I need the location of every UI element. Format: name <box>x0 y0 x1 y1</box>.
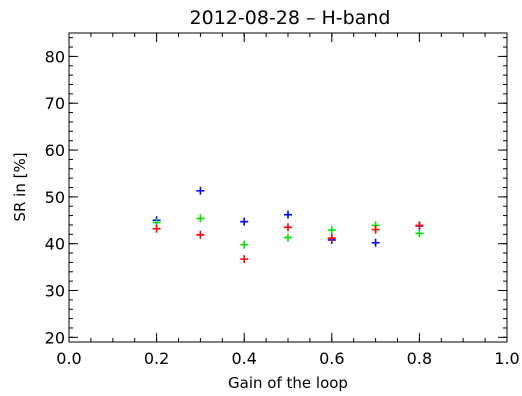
data-point <box>284 223 292 232</box>
data-point <box>371 238 380 247</box>
data-point <box>240 255 249 264</box>
chart-title: 2012-08-28 – H-band <box>190 7 391 29</box>
data-point <box>196 186 205 195</box>
x-axis-label: Gain of the loop <box>228 374 348 392</box>
x-tick-label: 0.4 <box>231 349 256 368</box>
data-point <box>240 217 249 226</box>
data-point <box>327 226 336 235</box>
data-point <box>196 214 205 223</box>
x-axis: 0.0 0.2 0.4 0.6 0.8 1.0 <box>56 33 520 368</box>
plot-frame <box>68 32 508 343</box>
data-point <box>284 210 292 219</box>
y-tick-label: 30 <box>45 282 65 301</box>
x-tick-label: 0.2 <box>144 349 169 368</box>
y-tick-label: 20 <box>45 328 65 347</box>
data-point <box>327 234 336 243</box>
data-point <box>415 221 424 230</box>
y-tick-label: 50 <box>45 188 65 207</box>
x-tick-label: 0.0 <box>56 349 81 368</box>
data-point <box>415 229 424 238</box>
x-tick-label: 1.0 <box>494 349 519 368</box>
data-point <box>240 240 249 249</box>
y-tick-label: 80 <box>45 47 65 66</box>
x-tick-label: 0.6 <box>319 349 344 368</box>
data-point <box>196 230 205 239</box>
y-tick-label: 40 <box>45 235 65 254</box>
data-point <box>284 233 292 242</box>
data-point <box>152 224 161 233</box>
x-tick-label: 0.8 <box>407 349 432 368</box>
y-tick-label: 60 <box>45 141 65 160</box>
y-axis: 20 30 40 50 60 70 80 <box>45 37 507 347</box>
data-points <box>152 186 424 264</box>
data-point <box>371 225 380 234</box>
y-axis-label: SR in [%] <box>11 152 29 221</box>
y-tick-label: 70 <box>45 94 65 113</box>
